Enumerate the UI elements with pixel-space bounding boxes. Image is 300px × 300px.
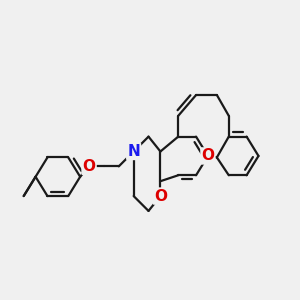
Text: O: O <box>154 189 167 204</box>
Text: O: O <box>202 148 214 164</box>
Text: N: N <box>127 144 140 159</box>
Text: O: O <box>82 159 96 174</box>
